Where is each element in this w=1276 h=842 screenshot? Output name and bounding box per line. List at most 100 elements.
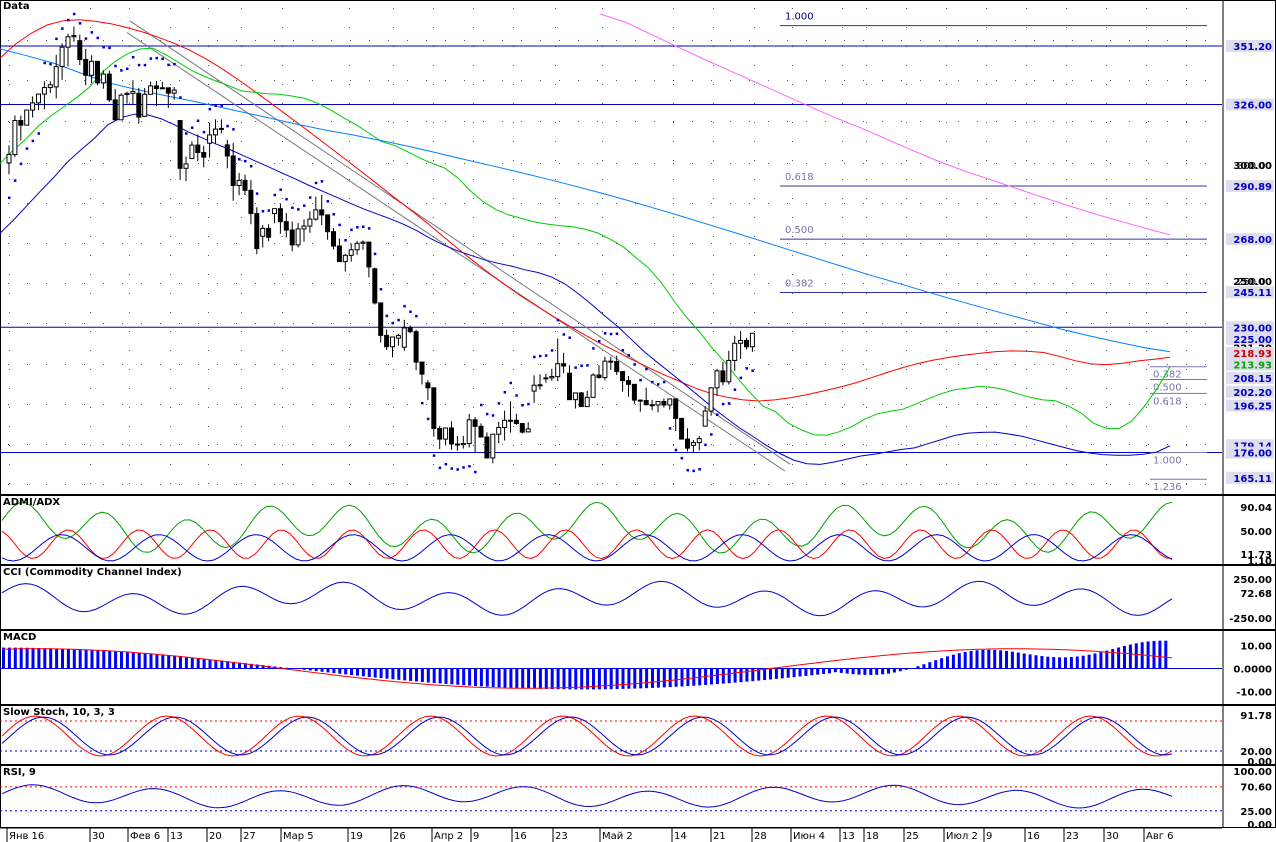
grid-dot bbox=[792, 369, 793, 370]
grid-dot bbox=[986, 122, 987, 123]
grid-dot bbox=[866, 236, 867, 237]
grid-dot bbox=[882, 283, 883, 284]
grid-dot bbox=[792, 217, 793, 218]
grid-dot bbox=[170, 160, 171, 161]
grid-dot bbox=[426, 121, 427, 122]
grid-dot bbox=[241, 369, 242, 370]
grid-dot bbox=[713, 103, 714, 104]
grid-dot bbox=[559, 323, 560, 324]
grid-dot bbox=[388, 484, 389, 485]
grid-dot bbox=[713, 160, 714, 161]
candle-body bbox=[673, 398, 679, 419]
grid-dot bbox=[208, 464, 209, 465]
sar-dot bbox=[332, 213, 335, 216]
grid-dot bbox=[521, 121, 522, 122]
grid-dot bbox=[792, 274, 793, 275]
macd-bar bbox=[774, 668, 778, 679]
grid-dot bbox=[713, 312, 714, 313]
grid-dot bbox=[616, 323, 617, 324]
grid-dot bbox=[806, 444, 807, 445]
grid-dot bbox=[433, 312, 434, 313]
grid-dot bbox=[1053, 323, 1054, 324]
grid-dot bbox=[842, 236, 843, 237]
grid-dot bbox=[946, 217, 947, 218]
grid-dot bbox=[282, 65, 283, 66]
grid-dot bbox=[1034, 444, 1035, 445]
macd-bar bbox=[491, 668, 495, 687]
grid-dot bbox=[1091, 80, 1092, 81]
grid-dot bbox=[713, 141, 714, 142]
grid-dot bbox=[711, 163, 712, 164]
macd-bar bbox=[562, 668, 566, 690]
grid-dot bbox=[1146, 331, 1147, 332]
grid-dot bbox=[1066, 483, 1067, 484]
macd-bar bbox=[438, 668, 442, 684]
macd-bar bbox=[1123, 645, 1126, 669]
macd-bar bbox=[202, 658, 206, 669]
grid-dot bbox=[844, 323, 845, 324]
macd-bar bbox=[356, 668, 359, 676]
grid-dot bbox=[946, 312, 947, 313]
macd-bar bbox=[763, 668, 767, 681]
grid-dot bbox=[349, 122, 350, 123]
candle-body bbox=[437, 427, 443, 440]
grid-dot bbox=[1026, 293, 1027, 294]
candle-body bbox=[183, 163, 189, 169]
macd-bar bbox=[651, 668, 654, 688]
macd-bar bbox=[721, 668, 725, 684]
grid-dot bbox=[1066, 27, 1067, 28]
grid-dot bbox=[946, 8, 947, 9]
grid-dot bbox=[602, 122, 603, 123]
macd-bar bbox=[474, 668, 477, 686]
macd-bar bbox=[1075, 656, 1079, 669]
grid-dot bbox=[208, 255, 209, 256]
grid-dot bbox=[806, 121, 807, 122]
grid-dot bbox=[27, 203, 28, 204]
grid-dot bbox=[502, 283, 503, 284]
grid-dot bbox=[1167, 323, 1168, 324]
grid-dot bbox=[208, 84, 209, 85]
fib-label: 1.000 bbox=[1153, 456, 1182, 467]
grid-dot bbox=[754, 331, 755, 332]
grid-dot bbox=[393, 122, 394, 123]
grid-dot bbox=[692, 163, 693, 164]
grid-dot bbox=[369, 444, 370, 445]
grid-dot bbox=[473, 312, 474, 313]
trend-line bbox=[126, 32, 786, 472]
grid-dot bbox=[654, 203, 655, 204]
grid-dot bbox=[616, 80, 617, 81]
grid-dot bbox=[996, 163, 997, 164]
macd-bar bbox=[326, 668, 330, 673]
grid-dot bbox=[1146, 141, 1147, 142]
grid-dot bbox=[103, 203, 104, 204]
grid-dot bbox=[393, 27, 394, 28]
grid-dot bbox=[274, 80, 275, 81]
grid-dot bbox=[578, 283, 579, 284]
macd-bar bbox=[928, 662, 932, 669]
grid-dot bbox=[1186, 80, 1187, 81]
grid-dot bbox=[1106, 369, 1107, 370]
macd-bar bbox=[786, 668, 790, 678]
grid-dot bbox=[559, 283, 560, 284]
grid-dot bbox=[939, 323, 940, 324]
grid-dot bbox=[939, 243, 940, 244]
price-tag-bg bbox=[1226, 321, 1274, 334]
grid-dot bbox=[986, 274, 987, 275]
grid-dot bbox=[433, 8, 434, 9]
candle-body bbox=[508, 419, 513, 422]
grid-dot bbox=[673, 484, 674, 485]
grid-dot bbox=[255, 203, 256, 204]
price-tag-bg bbox=[1226, 446, 1274, 459]
grid-dot bbox=[1034, 40, 1035, 41]
grid-dot bbox=[255, 404, 256, 405]
grid-dot bbox=[787, 484, 788, 485]
grid-dot bbox=[282, 312, 283, 313]
grid-dot bbox=[1034, 323, 1035, 324]
grid-dot bbox=[393, 274, 394, 275]
grid-dot bbox=[768, 80, 769, 81]
grid-dot bbox=[749, 121, 750, 122]
grid-dot bbox=[464, 243, 465, 244]
grid-dot bbox=[1110, 404, 1111, 405]
sar-dot bbox=[415, 314, 418, 318]
